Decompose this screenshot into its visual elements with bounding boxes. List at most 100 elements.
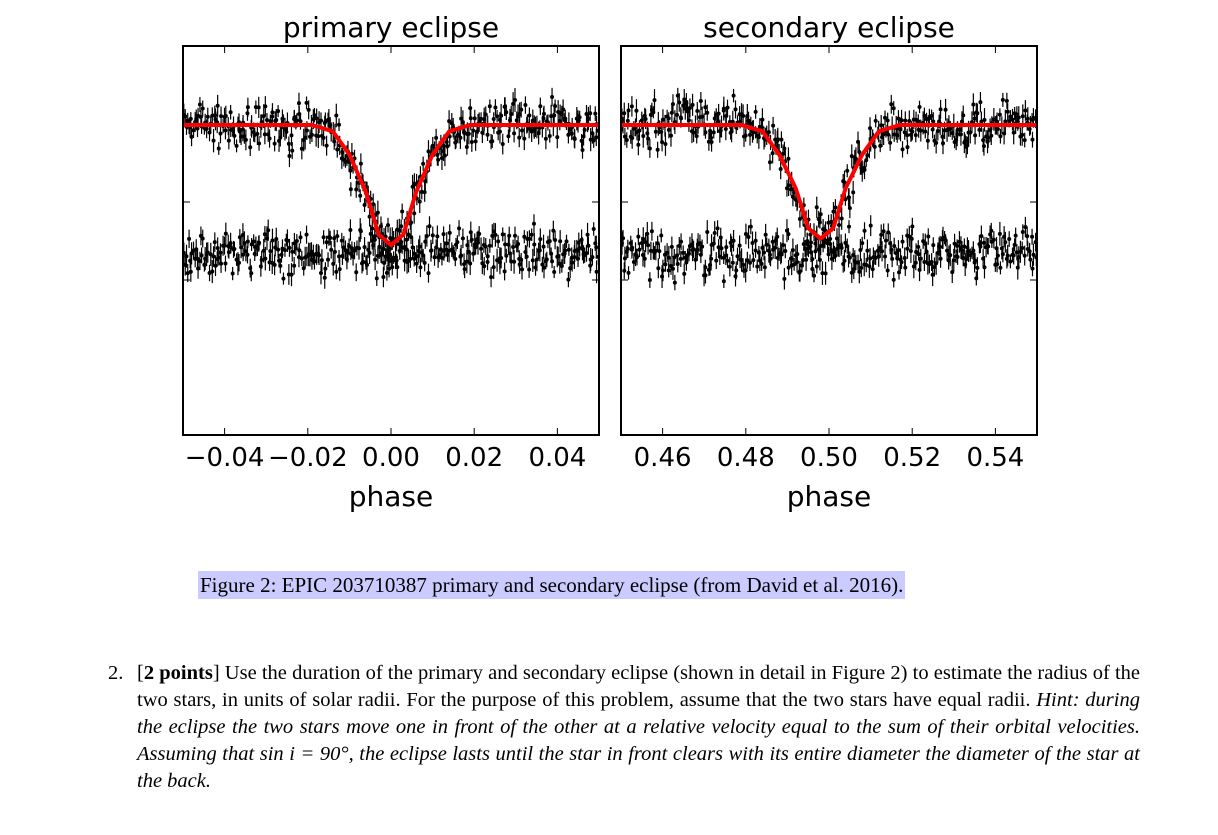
data-point (766, 130, 771, 135)
data-point (183, 114, 188, 119)
residual-point (292, 263, 297, 268)
residual-point (681, 250, 686, 255)
residual-point (219, 261, 224, 266)
data-point (753, 109, 758, 114)
residual-point (547, 239, 552, 244)
residual-point (427, 224, 432, 229)
residual-point (847, 255, 852, 260)
data-point (547, 133, 552, 138)
residual-point (851, 253, 856, 258)
data-point (213, 117, 218, 122)
residual-point (783, 248, 788, 253)
residual-point (714, 258, 719, 263)
data-point (232, 133, 237, 138)
data-point (447, 134, 452, 139)
data-point (630, 136, 635, 141)
data-point (304, 100, 309, 105)
residual-point (938, 256, 943, 261)
residual-point (922, 259, 927, 264)
residual-point (317, 253, 322, 258)
residual-point (847, 224, 852, 229)
residual-point (718, 235, 723, 240)
residual-point (356, 246, 361, 251)
residual-point (493, 232, 498, 237)
data-point (200, 106, 205, 111)
residual-point (982, 265, 987, 270)
x-ticks: 0.46 0.48 0.50 0.52 0.54 (621, 46, 1037, 473)
residual-point (552, 269, 557, 274)
data-point (1020, 114, 1025, 119)
residual-point (649, 229, 654, 234)
residual-point (208, 252, 213, 257)
residual-point (868, 256, 873, 261)
residual-point (916, 244, 921, 249)
data-point (294, 118, 299, 123)
residual-point (885, 268, 890, 273)
data-point (504, 110, 509, 115)
residual-point (921, 239, 926, 244)
residual-point (534, 257, 539, 262)
problem-item: 2. [2 points] Use the duration of the pr… (108, 660, 1140, 795)
data-point (306, 107, 311, 112)
data-point (400, 209, 405, 214)
data-point (982, 117, 987, 122)
residual-point (408, 256, 413, 261)
data-point (256, 105, 261, 110)
residual-point (372, 237, 377, 242)
residual-point (890, 256, 895, 261)
residual-point (808, 244, 813, 249)
residual-point (691, 247, 696, 252)
data-point (881, 132, 886, 137)
residual-point (339, 238, 344, 243)
residual-point (426, 271, 431, 276)
data-point (968, 130, 973, 135)
data-point (223, 114, 228, 119)
data-point (899, 118, 904, 123)
data-point (931, 119, 936, 124)
data-point (695, 108, 700, 113)
residual-point (511, 245, 516, 250)
residual-point (1023, 225, 1028, 230)
residual-point (1020, 230, 1025, 235)
data-point (629, 104, 634, 109)
residual-point (429, 248, 434, 253)
residual-point (563, 248, 568, 253)
data-point (278, 135, 283, 140)
residual-point (700, 244, 705, 249)
residual-point (442, 247, 447, 252)
residual-point (675, 253, 680, 258)
residual-point (675, 262, 680, 267)
residual-point (665, 250, 670, 255)
x-tick-label: 0.04 (528, 443, 586, 473)
data-point (412, 211, 417, 216)
residual-point (397, 249, 402, 254)
data-point (845, 168, 850, 173)
residual-point (858, 247, 863, 252)
residual-point (804, 257, 809, 262)
data-point (725, 105, 730, 110)
residual-point (636, 234, 641, 239)
residual-point (237, 260, 242, 265)
residual-point (334, 269, 339, 274)
data-point (215, 103, 220, 108)
residual-point (274, 237, 279, 242)
data-point (234, 143, 239, 148)
data-point (849, 154, 854, 159)
data-point (913, 133, 918, 138)
residual-point (643, 240, 648, 245)
residual-point (335, 234, 340, 239)
residual-point (859, 265, 864, 270)
residual-point (779, 252, 784, 257)
residual-point (491, 265, 496, 270)
data-point (1008, 114, 1013, 119)
residual-point (1022, 253, 1027, 258)
residual-point (709, 256, 714, 261)
residual-point (321, 235, 326, 240)
data-point (814, 205, 819, 210)
data-point (935, 128, 940, 133)
residual-point (199, 253, 204, 258)
x-tick-label: 0.00 (362, 443, 420, 473)
residual-point (981, 240, 986, 245)
residual-point (185, 271, 190, 276)
model-curve (621, 123, 1037, 242)
